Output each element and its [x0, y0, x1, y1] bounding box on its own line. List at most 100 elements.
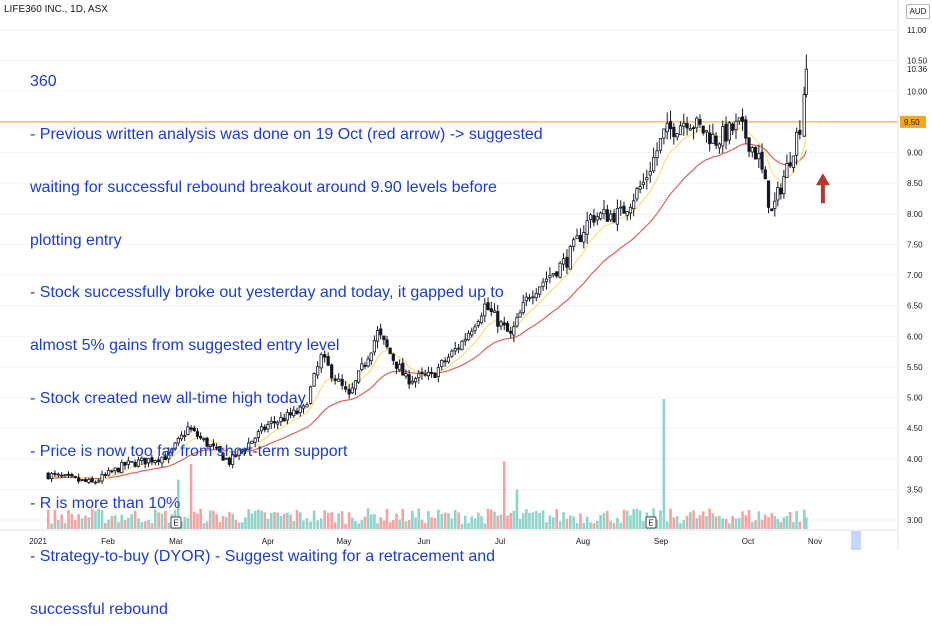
candle-body [157, 459, 161, 463]
volume-bar [180, 521, 183, 529]
volume-bar [104, 522, 107, 529]
candle-body [463, 338, 467, 342]
candle-body [773, 200, 777, 209]
candle [205, 436, 209, 448]
candle-body [202, 438, 206, 441]
currency-badge[interactable]: AUD [906, 4, 930, 19]
time-scroll-handle[interactable] [851, 531, 861, 550]
candle-body [116, 467, 121, 473]
candle-body [340, 378, 344, 386]
earnings-box [645, 516, 657, 529]
candle [208, 444, 212, 451]
candle [426, 366, 430, 381]
candle-body [492, 310, 497, 313]
volume-bar [698, 515, 702, 529]
candle-body [192, 427, 196, 432]
candle [259, 423, 264, 434]
candle [70, 472, 74, 478]
candle [788, 151, 792, 169]
volume-bar [760, 519, 764, 529]
volume-bar [531, 512, 535, 529]
candle-body [179, 434, 184, 440]
candle-body [544, 278, 549, 283]
candle-body [259, 426, 264, 432]
earnings-marker[interactable]: E [645, 516, 657, 529]
candle-body [737, 117, 741, 122]
volume-bar [276, 512, 279, 529]
candle [628, 203, 633, 220]
candle [150, 454, 154, 466]
candle [221, 452, 225, 461]
candle [612, 209, 616, 224]
volume-bar [731, 516, 734, 529]
candle [113, 467, 117, 475]
candle-body [388, 347, 392, 355]
symbol-title: LIFE360 INC., 1D, ASX [4, 4, 108, 15]
y-tick-label: 9.00 [907, 149, 923, 158]
candle [505, 321, 510, 332]
candle [253, 436, 257, 448]
candle-body [721, 126, 725, 147]
volume-bar [440, 513, 444, 529]
candle [308, 385, 313, 405]
candle [766, 180, 771, 214]
volume-bar [572, 516, 575, 529]
candle-body [433, 372, 437, 379]
volume-bar [792, 522, 795, 529]
volume-bar [741, 511, 744, 529]
volume-bar [298, 512, 302, 529]
candle-body [195, 431, 200, 437]
candle [695, 116, 699, 133]
candle-body [665, 122, 669, 133]
volume-bar [70, 514, 74, 529]
candle [453, 341, 457, 355]
earnings-marker[interactable]: E [170, 516, 182, 529]
candle-body [704, 130, 709, 133]
candle [391, 352, 395, 365]
volume-bar [333, 522, 337, 529]
candle [410, 375, 414, 385]
candle [167, 447, 171, 464]
candle [678, 121, 683, 136]
candle-body [150, 457, 154, 463]
candle-body [106, 470, 111, 476]
price-chart[interactable]: E E 11.00 10.50 10.00 9.50 9.00 8.50 8.00 7.50 7.… [0, 0, 932, 550]
candle-body [344, 386, 348, 390]
volume-bar [569, 515, 572, 529]
candle-body [518, 312, 522, 318]
candle [615, 199, 619, 232]
candle-body [645, 177, 649, 181]
volume-bar [160, 513, 164, 529]
candle [326, 352, 330, 366]
volume-bar [263, 512, 267, 529]
candle-body [413, 378, 418, 383]
volume-bar [221, 515, 225, 529]
volume-bar [46, 509, 50, 529]
candle [753, 146, 758, 160]
candle [63, 474, 67, 478]
candle [795, 127, 799, 165]
candle [83, 477, 88, 483]
candle-body [682, 122, 686, 127]
candle-body [357, 370, 361, 383]
candle-body [436, 367, 440, 377]
volume-bar [401, 509, 405, 529]
candle-body [763, 169, 767, 180]
analysis-annotation[interactable]: 360 - Previous written analysis was done… [30, 38, 543, 636]
candle-body [578, 234, 583, 242]
candle [227, 456, 232, 467]
volume-bar [672, 517, 676, 529]
candle-body [555, 271, 559, 277]
candle [737, 117, 741, 125]
volume-bar [738, 517, 741, 529]
candle [701, 125, 705, 136]
candle-body [602, 209, 606, 215]
candle [103, 472, 107, 478]
volume-bar [776, 518, 780, 529]
candle [211, 439, 216, 450]
candle-body [791, 155, 795, 168]
candle-body [224, 457, 228, 460]
candle-body [394, 361, 399, 369]
y-tick-label: 11.00 [907, 26, 927, 35]
volume-bar [337, 513, 340, 529]
